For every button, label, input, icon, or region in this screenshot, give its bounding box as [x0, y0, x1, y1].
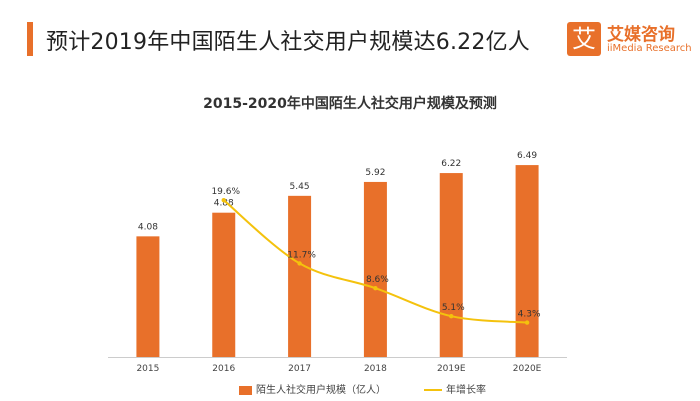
- legend-label-line: 年增长率: [446, 385, 486, 396]
- growth-label-2016: 19.6%: [211, 187, 240, 197]
- bar-2015: [136, 236, 160, 357]
- x-tick-2017: 2017: [288, 364, 311, 374]
- x-tick-2015: 2015: [136, 364, 159, 374]
- legend-label-bar: 陌生人社交用户规模（亿人）: [256, 385, 386, 396]
- title-accent-bar: [27, 22, 33, 56]
- growth-label-2019E: 5.1%: [442, 303, 465, 313]
- growth-point-2018: [373, 286, 378, 291]
- bar-2017: [288, 195, 312, 357]
- page-title: 预计2019年中国陌生人社交用户规模达6.22亿人: [46, 30, 530, 55]
- bar-label-2017: 5.45: [290, 182, 310, 192]
- growth-point-2019E: [449, 314, 454, 319]
- legend-swatch-bar: [239, 385, 252, 395]
- brand-name-en: iiMedia Research: [607, 43, 692, 54]
- x-tick-2020E: 2020E: [513, 364, 542, 374]
- bar-label-2020E: 6.49: [517, 151, 537, 161]
- x-tick-2018: 2018: [364, 364, 387, 374]
- bar-label-2019E: 6.22: [441, 159, 461, 169]
- growth-label-2020E: 4.3%: [518, 310, 541, 320]
- bar-2019E: [439, 173, 463, 357]
- growth-point-2016: [221, 198, 226, 203]
- growth-label-2017: 11.7%: [287, 250, 316, 260]
- growth-label-2018: 8.6%: [366, 275, 389, 285]
- bar-2016: [212, 212, 236, 357]
- x-tick-2016: 2016: [212, 364, 235, 374]
- bar-2018: [363, 181, 387, 357]
- chart-title: 2015-2020年中国陌生人社交用户规模及预测: [203, 96, 497, 112]
- legend-item-bar: 陌生人社交用户规模（亿人）: [239, 381, 386, 396]
- growth-point-2017: [297, 261, 302, 266]
- bar-2020E: [515, 165, 539, 357]
- x-tick-2019E: 2019E: [437, 364, 466, 374]
- bar-label-2018: 5.92: [365, 168, 385, 178]
- bar-label-2016: 4.88: [214, 199, 234, 209]
- legend-swatch-line: [424, 389, 442, 391]
- brand-logo-mark: 艾: [567, 22, 601, 56]
- legend-item-line: 年增长率: [424, 381, 486, 396]
- bar-label-2015: 4.08: [138, 222, 158, 232]
- brand-name-cn: 艾媒咨询: [607, 25, 675, 45]
- growth-point-2020E: [524, 320, 530, 325]
- brand-logo: 艾 艾媒咨询 iiMedia Research: [567, 20, 692, 64]
